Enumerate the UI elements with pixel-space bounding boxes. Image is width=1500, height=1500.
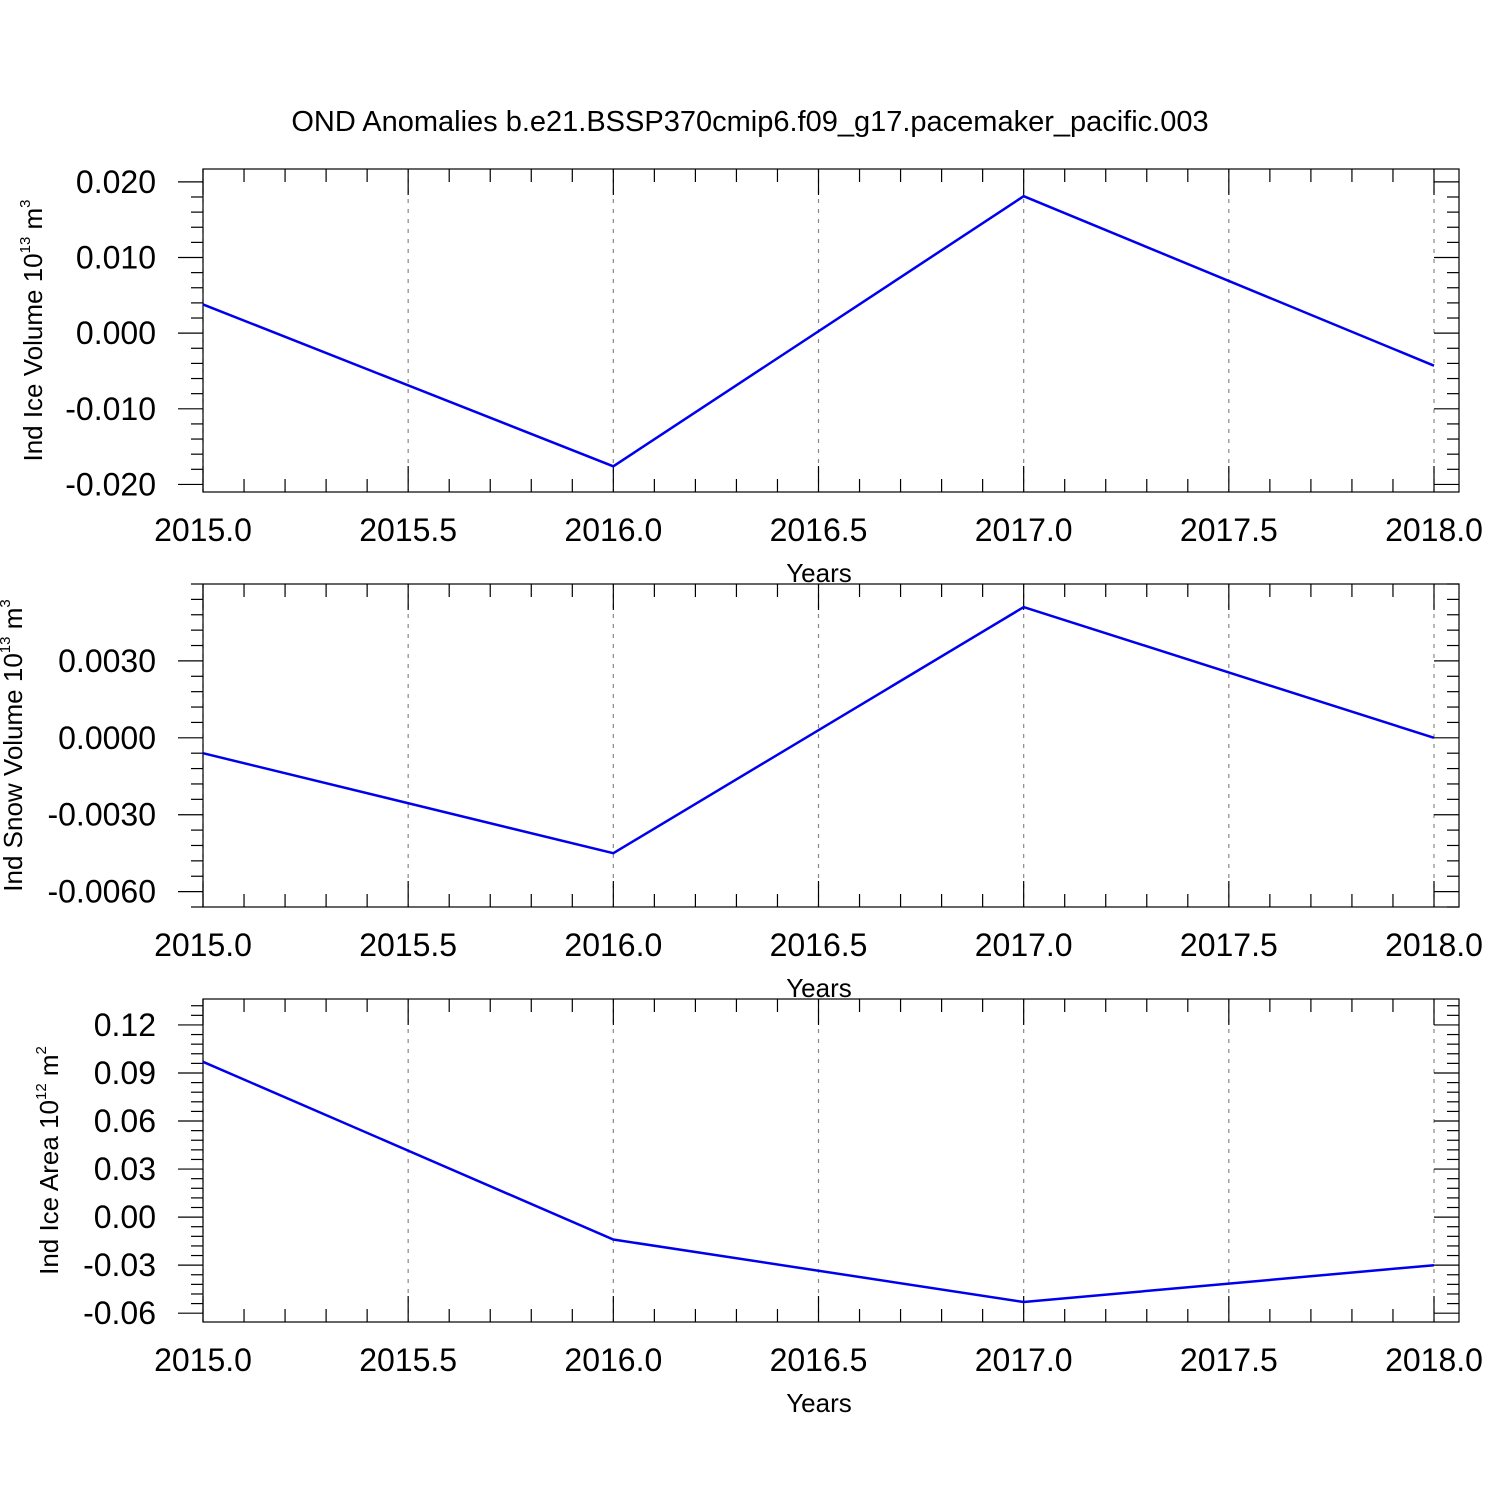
y-tick-label: 0.000 xyxy=(76,315,156,351)
y-tick-label: 0.010 xyxy=(76,240,156,276)
y-tick-label: -0.06 xyxy=(83,1295,156,1331)
x-tick-label: 2018.0 xyxy=(1385,927,1483,963)
y-tick-label: 0.06 xyxy=(94,1103,156,1139)
y-axis-label: Ind Snow Volume 1013 m3 xyxy=(0,599,28,891)
y-axis-label-unit-exponent: 3 xyxy=(17,199,34,207)
x-tick-label: 2015.5 xyxy=(359,927,457,963)
x-tick-label: 2015.0 xyxy=(154,512,252,548)
x-axis-label: Years xyxy=(786,558,852,588)
y-tick-label: 0.020 xyxy=(76,164,156,200)
plot-frame xyxy=(202,168,1460,493)
y-axis-label-text: Ind Snow Volume 10 xyxy=(0,653,28,892)
y-axis-label-unit: m xyxy=(18,208,48,237)
panel-3: 2015.0 2015.5 2016.0 2016.5 2017.0 2017.5 2018… xyxy=(33,998,1483,1418)
y-tick-label: -0.010 xyxy=(65,391,156,427)
y-tick-label: -0.03 xyxy=(83,1247,156,1283)
x-tick-label: 2015.5 xyxy=(359,512,457,548)
x-tick-label: 2018.0 xyxy=(1385,512,1483,548)
y-tick-label: 0.09 xyxy=(94,1055,156,1091)
y-axis-label-unit-exponent: 2 xyxy=(33,1046,50,1054)
y-tick-label: 0.0030 xyxy=(58,643,156,679)
x-tick-label: 2015.5 xyxy=(359,1342,457,1378)
panels: 2015.0 2015.5 2016.0 2016.5 2017.0 2017.5 2018… xyxy=(0,164,1483,1418)
y-axis-label-exponent: 13 xyxy=(0,637,14,654)
y-tick-label: 0.0000 xyxy=(58,720,156,756)
y-axis-label-text: Ind Ice Area 10 xyxy=(34,1100,64,1275)
plot-frame xyxy=(202,998,1460,1323)
y-axis-label: Ind Ice Volume 1013 m3 xyxy=(17,199,48,461)
x-tick-label: 2016.5 xyxy=(770,1342,868,1378)
y-axis-label-text: Ind Ice Volume 10 xyxy=(18,253,48,461)
y-axis-label-exponent: 13 xyxy=(17,237,34,254)
x-tick-label: 2018.0 xyxy=(1385,1342,1483,1378)
y-axis-label-unit: m xyxy=(0,608,28,637)
y-tick-label: 0.00 xyxy=(94,1199,156,1235)
x-tick-label: 2017.5 xyxy=(1180,927,1278,963)
y-tick-label: -0.020 xyxy=(65,466,156,502)
x-tick-label: 2017.0 xyxy=(975,1342,1073,1378)
x-tick-label: 2017.0 xyxy=(975,512,1073,548)
y-axis-label-unit: m xyxy=(34,1054,64,1083)
x-tick-label: 2016.0 xyxy=(564,512,662,548)
panel-1: 2015.0 2015.5 2016.0 2016.5 2017.0 2017.5 2018… xyxy=(17,164,1483,588)
plot-frame xyxy=(202,583,1460,908)
series-line xyxy=(202,194,1435,468)
y-axis-label-unit-exponent: 3 xyxy=(0,599,14,607)
x-axis-label: Years xyxy=(786,973,852,1003)
x-tick-label: 2017.5 xyxy=(1180,1342,1278,1378)
x-tick-label: 2016.0 xyxy=(564,1342,662,1378)
x-tick-label: 2017.5 xyxy=(1180,512,1278,548)
series-line xyxy=(202,605,1435,855)
series-line xyxy=(202,1060,1435,1304)
y-axis-label: Ind Ice Area 1012 m2 xyxy=(33,1046,64,1275)
y-axis-label-exponent: 12 xyxy=(33,1083,50,1100)
x-axis-label: Years xyxy=(786,1388,852,1418)
y-tick-label: -0.0060 xyxy=(47,874,156,910)
panel-2: 2015.0 2015.5 2016.0 2016.5 2017.0 2017.5 2018… xyxy=(0,583,1483,1003)
y-tick-label: 0.03 xyxy=(94,1151,156,1187)
x-tick-label: 2016.5 xyxy=(770,512,868,548)
x-tick-label: 2016.0 xyxy=(564,927,662,963)
x-tick-label: 2015.0 xyxy=(154,1342,252,1378)
x-tick-label: 2016.5 xyxy=(770,927,868,963)
y-tick-label: 0.12 xyxy=(94,1007,156,1043)
x-tick-label: 2015.0 xyxy=(154,927,252,963)
y-tick-label: -0.0030 xyxy=(47,797,156,833)
figure-title: OND Anomalies b.e21.BSSP370cmip6.f09_g17… xyxy=(291,106,1208,138)
x-tick-label: 2017.0 xyxy=(975,927,1073,963)
